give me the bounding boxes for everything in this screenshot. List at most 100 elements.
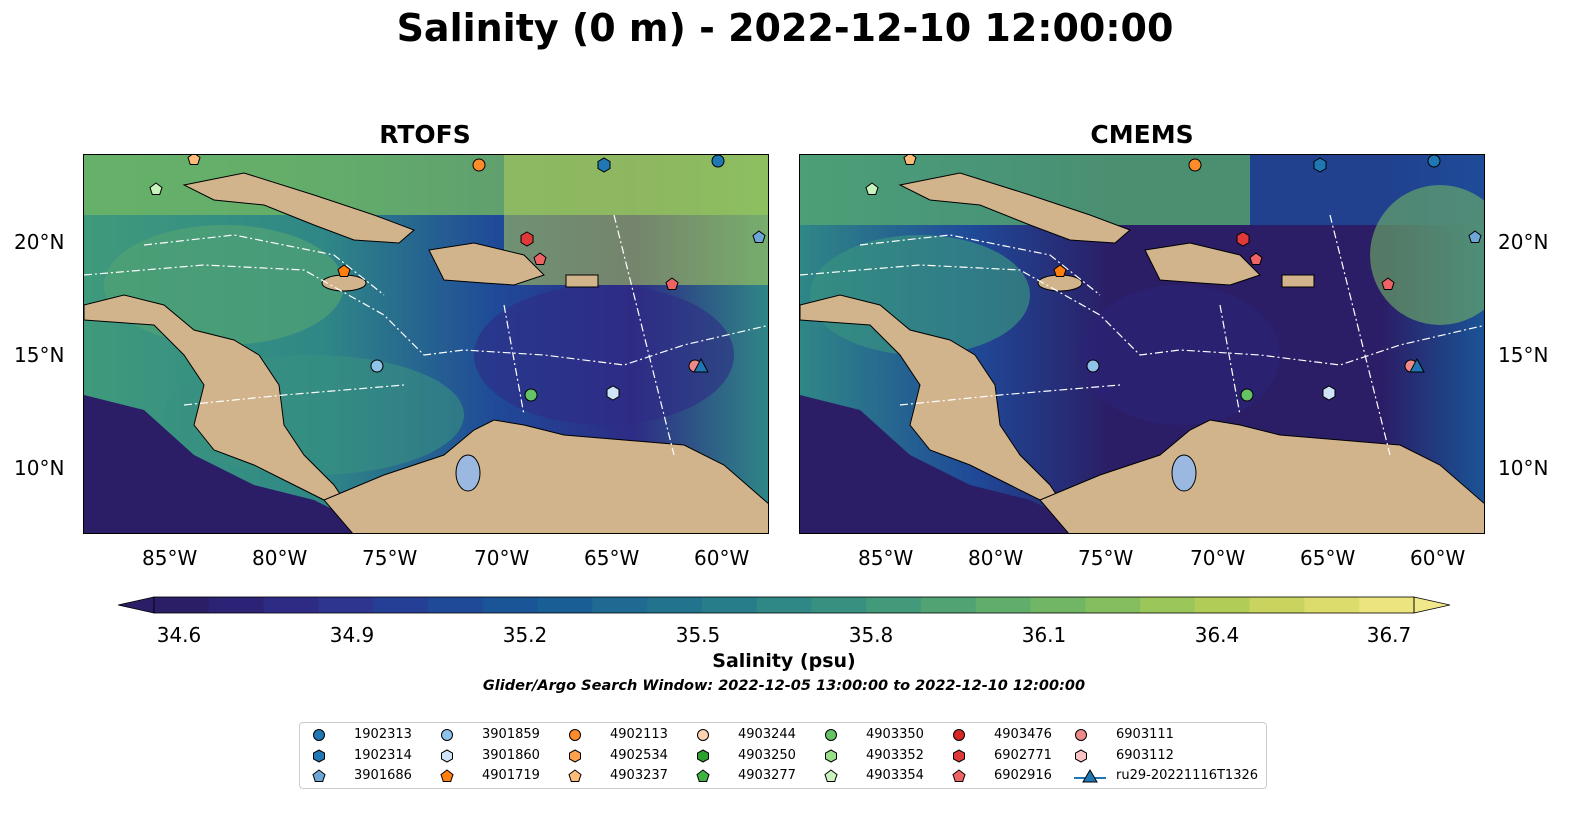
- colorbar-segment: [1304, 597, 1360, 613]
- lat-label-left-0: 20°N: [14, 230, 65, 254]
- lon-label-cmems-2: 75°W: [1078, 546, 1134, 570]
- main-title: Salinity (0 m) - 2022-12-10 12:00:00: [396, 6, 1174, 50]
- colorbar-segment: [208, 597, 265, 613]
- colorbar-segment: [427, 597, 484, 613]
- legend-label: 4903277: [738, 768, 796, 783]
- legend-label: 3901686: [354, 768, 412, 783]
- colorbar-title: Salinity (psu): [712, 650, 856, 672]
- pentagon-marker-icon: [440, 769, 454, 782]
- lon-label-rtofs-5: 60°W: [694, 546, 750, 570]
- colorbar-segment: [756, 597, 812, 613]
- lon-label-cmems-3: 70°W: [1190, 546, 1246, 570]
- colorbar-segment: [701, 597, 758, 613]
- colorbar-segment: [920, 597, 977, 613]
- colorbar-segment: [592, 597, 648, 613]
- legend-label: 4903354: [866, 768, 924, 783]
- lat-label-right-1: 15°N: [1498, 343, 1549, 367]
- colorbar-segment: [1030, 597, 1086, 613]
- hexagon-marker-icon: [313, 749, 325, 763]
- circle-marker-icon: [1075, 729, 1087, 741]
- legend-label: 3901859: [482, 727, 540, 742]
- lon-label-rtofs-2: 75°W: [362, 546, 418, 570]
- colorbar-tick-3: 35.5: [675, 623, 721, 647]
- circle-marker-icon: [569, 729, 581, 741]
- colorbar-tick-6: 36.4: [1194, 623, 1240, 647]
- lon-label-cmems-0: 85°W: [858, 546, 914, 570]
- colorbar-segment: [975, 597, 1032, 613]
- legend-label: 6902916: [994, 768, 1052, 783]
- lon-label-cmems-5: 60°W: [1410, 546, 1466, 570]
- circle-marker-icon: [697, 729, 709, 741]
- colorbar-tick-2: 35.2: [502, 623, 548, 647]
- colorbar-segment: [318, 597, 374, 613]
- circle-marker-icon: [441, 729, 453, 741]
- pentagon-marker-icon: [824, 769, 838, 782]
- lon-label-rtofs-1: 80°W: [252, 546, 308, 570]
- pentagon-marker-icon: [696, 769, 710, 782]
- colorbar-tick-7: 36.7: [1366, 623, 1412, 647]
- colorbar-segment: [537, 597, 593, 613]
- colorbar-tick-4: 35.8: [848, 623, 894, 647]
- colorbar-segment: [263, 597, 319, 613]
- colorbar-segment: [811, 597, 867, 613]
- legend-label: 3901860: [482, 748, 540, 763]
- colorbar-segment: [373, 597, 429, 613]
- legend-label: 4903352: [866, 748, 924, 763]
- lon-label-cmems-4: 65°W: [1300, 546, 1356, 570]
- colorbar-segment: [1194, 597, 1251, 613]
- circle-marker-icon: [313, 729, 325, 741]
- triangle-line-marker-icon: [1074, 769, 1106, 783]
- colorbar-tick-0: 34.6: [156, 623, 202, 647]
- legend-label: 4903350: [866, 727, 924, 742]
- lat-label-left-2: 10°N: [14, 456, 65, 480]
- lon-label-rtofs-4: 65°W: [584, 546, 640, 570]
- colorbar-frame: [153, 596, 1415, 614]
- legend-label: 4901719: [482, 768, 540, 783]
- colorbar-segment: [1249, 597, 1305, 613]
- map-cmems: [799, 154, 1485, 534]
- pentagon-marker-icon: [952, 769, 966, 782]
- legend-label: ru29-20221116T1326: [1116, 768, 1259, 783]
- colorbar-segment: [154, 597, 210, 613]
- hexagon-marker-icon: [441, 749, 453, 763]
- panel-title-cmems: CMEMS: [1090, 120, 1194, 149]
- lon-label-rtofs-0: 85°W: [142, 546, 198, 570]
- lon-label-cmems-1: 80°W: [968, 546, 1024, 570]
- legend-label: 4903244: [738, 727, 796, 742]
- lat-label-right-2: 10°N: [1498, 456, 1549, 480]
- legend-label: 1902314: [354, 748, 412, 763]
- pentagon-marker-icon: [568, 769, 582, 782]
- lat-label-right-0: 20°N: [1498, 230, 1549, 254]
- lat-label-left-1: 15°N: [14, 343, 65, 367]
- hexagon-marker-icon: [1075, 749, 1087, 763]
- hexagon-marker-icon: [697, 749, 709, 763]
- circle-marker-icon: [825, 729, 837, 741]
- hexagon-marker-icon: [953, 749, 965, 763]
- panel-title-rtofs: RTOFS: [379, 120, 471, 149]
- hexagon-marker-icon: [569, 749, 581, 763]
- colorbar-tick-1: 34.9: [329, 623, 375, 647]
- legend-label: 6903112: [1116, 748, 1174, 763]
- colorbar-tick-5: 36.1: [1021, 623, 1067, 647]
- colorbar-extend-high: [1413, 596, 1450, 614]
- pentagon-marker-icon: [312, 769, 326, 782]
- colorbar-extend-low: [118, 596, 155, 614]
- legend-label: 4903476: [994, 727, 1052, 742]
- legend-label: 4902113: [610, 727, 668, 742]
- legend: 1902313 1902314 3901686 3901859 3901860 49017…: [299, 722, 1267, 789]
- lon-label-rtofs-3: 70°W: [474, 546, 530, 570]
- legend-label: 4902534: [610, 748, 668, 763]
- legend-label: 4903237: [610, 768, 668, 783]
- colorbar: [118, 596, 1450, 614]
- colorbar-segment: [1085, 597, 1141, 613]
- colorbar-segment: [866, 597, 922, 613]
- colorbar-segment: [1359, 597, 1415, 613]
- circle-marker-icon: [953, 729, 965, 741]
- legend-label: 6903111: [1116, 727, 1174, 742]
- search-window-text: Glider/Argo Search Window: 2022-12-05 13…: [482, 678, 1086, 694]
- legend-label: 4903250: [738, 748, 796, 763]
- colorbar-segment: [1140, 597, 1196, 613]
- colorbar-segment: [647, 597, 703, 613]
- legend-label: 1902313: [354, 727, 412, 742]
- colorbar-segment: [482, 597, 538, 613]
